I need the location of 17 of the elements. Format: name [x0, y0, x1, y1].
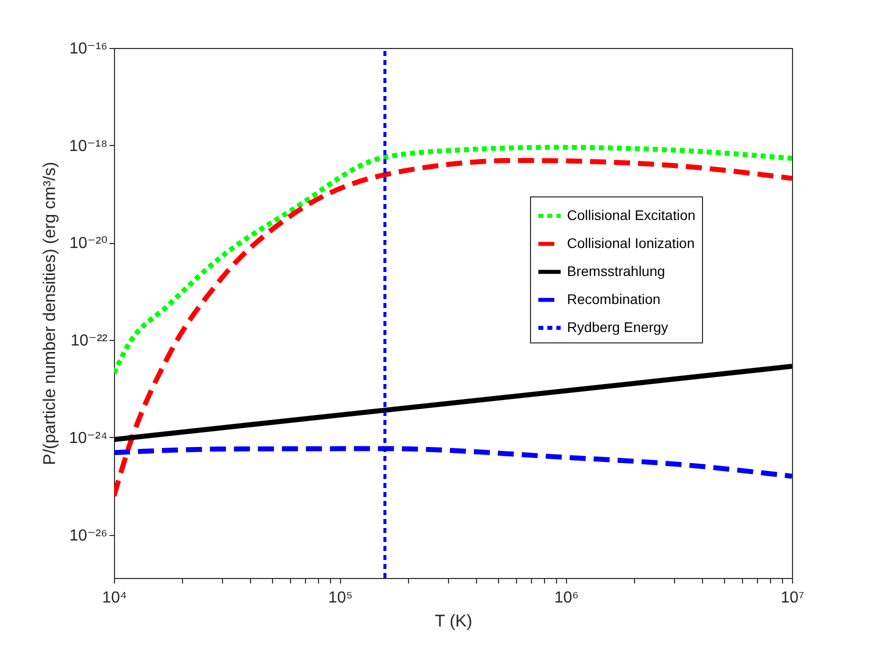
x-tick-label: 10⁷ — [780, 590, 804, 606]
legend-label: Collisional Ionization — [567, 234, 695, 251]
x-axis-title: T (K) — [434, 612, 472, 630]
x-tick-label: 10⁴ — [102, 590, 127, 606]
legend-label: Bremsstrahlung — [567, 262, 666, 279]
y-tick-label: 10⁻²⁴ — [69, 430, 108, 447]
legend-label: Collisional Excitation — [567, 206, 696, 223]
x-tick-label: 10⁵ — [328, 590, 353, 606]
y-tick-label: 10⁻²⁶ — [69, 527, 108, 544]
y-tick-label: 10⁻¹⁶ — [69, 40, 108, 58]
legend-label: Recombination — [567, 290, 660, 307]
y-tick-label: 10⁻²⁰ — [70, 235, 108, 252]
y-axis-title: P/(particle number densities) (erg cm³/s) — [40, 162, 60, 466]
legend-label: Rydberg Energy — [567, 318, 668, 335]
x-tick-label: 10⁶ — [554, 590, 579, 606]
y-tick-label: 10⁻²² — [70, 332, 108, 350]
y-tick-label: 10⁻¹⁸ — [69, 138, 108, 155]
